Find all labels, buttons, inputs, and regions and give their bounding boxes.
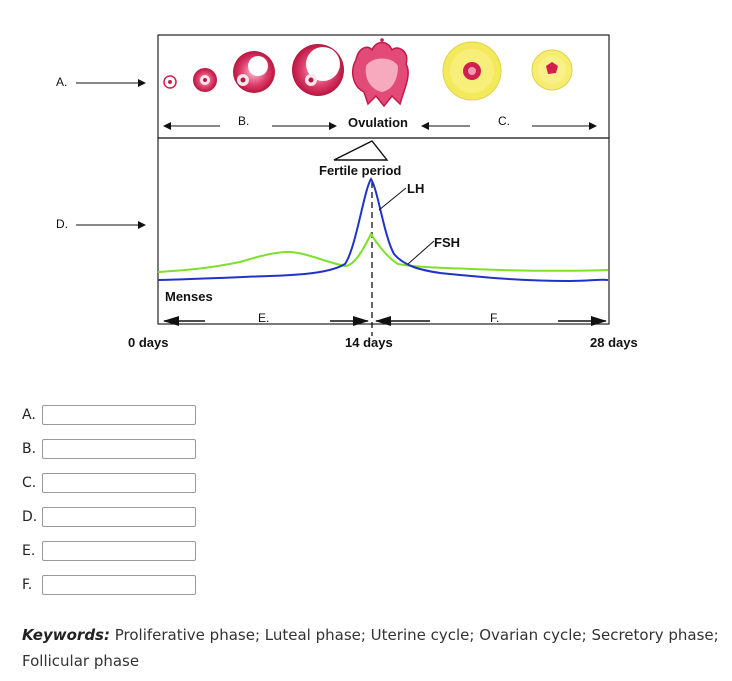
follicle-icon (292, 44, 344, 96)
answer-row-b: B. (22, 432, 196, 466)
corpus-luteum-icon (442, 41, 502, 101)
day-label-start: 0 days (128, 335, 168, 350)
answer-letter: C. (22, 475, 37, 491)
menstrual-cycle-diagram: A. D. B. Ovula (56, 34, 638, 350)
answer-input-d[interactable] (42, 507, 196, 527)
ovary-label-c: C. (498, 114, 510, 128)
answer-form: A. B. C. D. E. F. (22, 398, 196, 602)
lh-curve (157, 177, 609, 283)
answer-letter: E. (22, 543, 36, 559)
ovary-label-b: B. (238, 114, 249, 128)
lh-label: LH (407, 181, 424, 196)
answer-row-a: A. (22, 398, 196, 432)
row-label-a: A. (56, 75, 67, 89)
row-label-d: D. (56, 217, 68, 231)
uterine-label-f: F. (490, 311, 499, 325)
follicle-icon (163, 75, 177, 89)
answer-input-b[interactable] (42, 439, 196, 459)
follicle-icon (193, 68, 217, 92)
answer-row-e: E. (22, 534, 196, 568)
answer-input-a[interactable] (42, 405, 196, 425)
corpus-luteum-icon (531, 49, 573, 91)
uterine-label-e: E. (258, 311, 269, 325)
keywords-text: Proliferative phase; Luteal phase; Uteri… (22, 626, 719, 670)
fsh-pointer (407, 240, 435, 265)
menses-label: Menses (165, 289, 213, 304)
ovulation-label: Ovulation (348, 115, 408, 130)
keywords-paragraph: Keywords: Proliferative phase; Luteal ph… (22, 622, 726, 674)
fsh-label: FSH (434, 235, 460, 250)
follicle-icon (233, 51, 275, 93)
answer-letter: F. (22, 577, 33, 593)
fertile-period-label: Fertile period (319, 163, 401, 178)
ruptured-follicle-icon (351, 38, 409, 108)
day-label-mid: 14 days (345, 335, 393, 350)
day-label-end: 28 days (590, 335, 638, 350)
fsh-curve (157, 231, 609, 273)
answer-input-f[interactable] (42, 575, 196, 595)
answer-letter: B. (22, 441, 37, 457)
answer-row-f: F. (22, 568, 196, 602)
answer-letter: A. (22, 407, 36, 423)
answer-row-d: D. (22, 500, 196, 534)
answer-input-e[interactable] (42, 541, 196, 561)
lh-pointer (378, 187, 407, 211)
fertile-period-triangle (333, 140, 389, 161)
answer-input-c[interactable] (42, 473, 196, 493)
answer-letter: D. (22, 509, 38, 525)
answer-row-c: C. (22, 466, 196, 500)
keywords-label: Keywords: (22, 626, 110, 644)
